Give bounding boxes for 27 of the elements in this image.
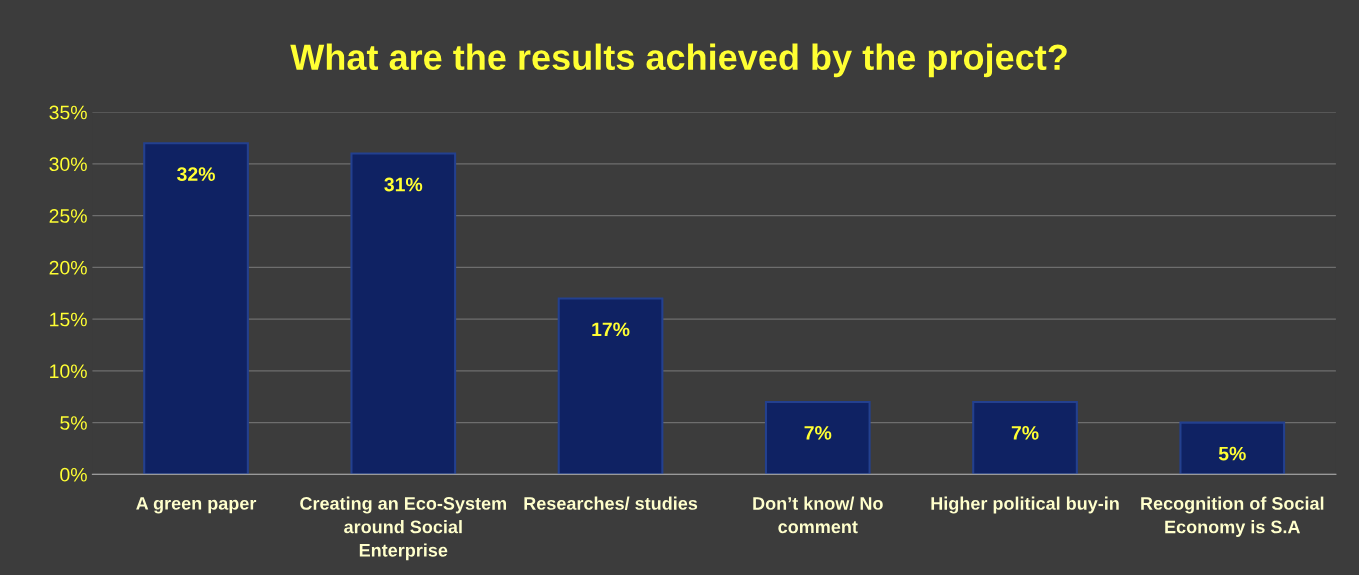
y-tick-label: 15% [50, 312, 87, 327]
bar [764, 400, 871, 475]
bar [1179, 421, 1286, 475]
x-tick-label: A green paper [136, 497, 257, 514]
y-tick-label: 20% [49, 260, 87, 275]
x-tick-label: Don’t know/ No comment [753, 496, 883, 534]
data-label: 7% [804, 426, 832, 440]
x-tick-label: Higher political buy-in [931, 496, 1119, 514]
bar [350, 152, 457, 475]
x-tick-label: Creating an Eco-System around Social Enterprise [300, 496, 507, 561]
data-label: 7% [1011, 426, 1039, 440]
y-tick-label: 10% [50, 364, 87, 379]
y-tick-label: 35% [49, 105, 87, 120]
data-label: 17% [592, 322, 630, 337]
x-tick-label: Researches/ studies [524, 496, 698, 511]
bar [143, 142, 249, 475]
y-tick-label: 25% [49, 209, 87, 223]
y-tick-label: 5% [60, 416, 87, 430]
data-label: 5% [1218, 446, 1246, 461]
data-label: 32% [177, 167, 215, 182]
bar [557, 297, 664, 475]
y-tick-label: 30% [49, 157, 87, 172]
y-tick-label: 0% [60, 467, 87, 482]
x-tick-label: Recognition of Social Economy is S.A [1141, 496, 1324, 537]
chart-title: What are the results achieved by the project? [290, 43, 1067, 78]
bar [972, 400, 1078, 475]
data-label: 31% [384, 177, 423, 192]
